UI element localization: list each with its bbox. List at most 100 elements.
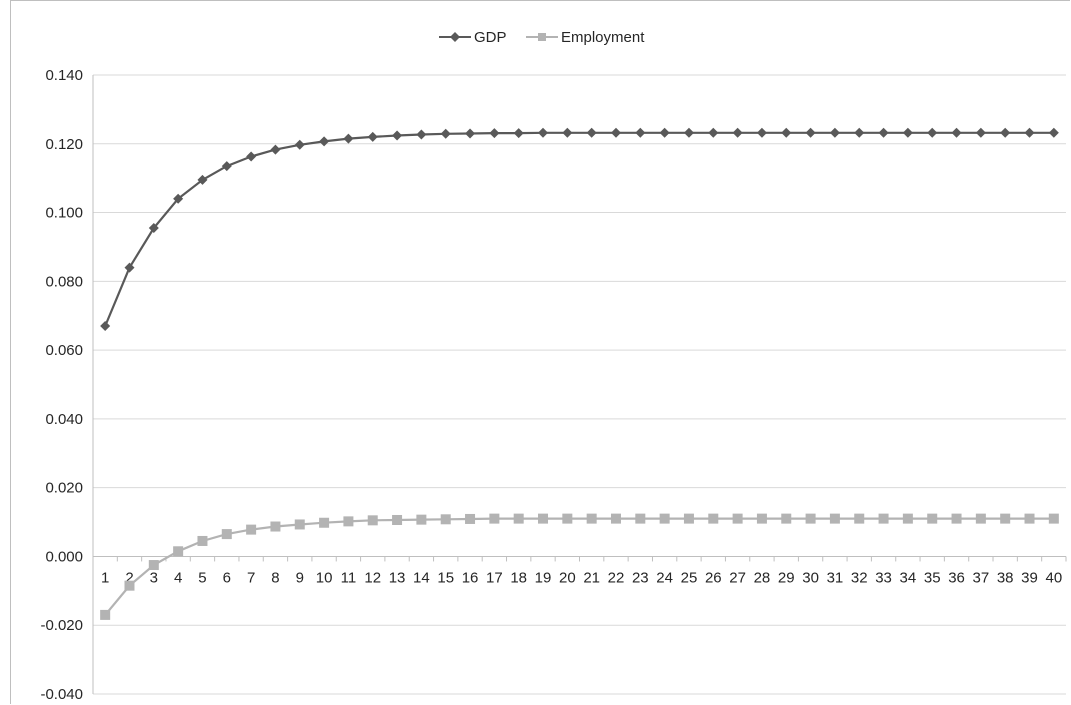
- x-tick-label: 13: [389, 569, 406, 586]
- series-lines: [100, 127, 1059, 620]
- data-point-gdp: [829, 127, 840, 138]
- x-tick-label: 12: [364, 569, 381, 586]
- data-point-employment: [635, 513, 646, 524]
- data-point-employment: [829, 513, 840, 524]
- data-point-employment: [732, 513, 743, 524]
- data-point-gdp: [975, 127, 986, 138]
- data-point-employment: [805, 513, 816, 524]
- data-point-gdp: [878, 127, 889, 138]
- y-tick-label: -0.040: [40, 686, 83, 703]
- data-point-gdp: [489, 128, 500, 139]
- x-tick-label: 11: [341, 569, 357, 586]
- data-point-gdp: [756, 127, 767, 138]
- x-tick-label: 26: [705, 569, 722, 586]
- x-tick-label: 14: [413, 569, 430, 586]
- data-point-gdp: [781, 127, 792, 138]
- legend-item-gdp: GDP: [439, 29, 507, 46]
- x-tick-label: 8: [271, 569, 279, 586]
- gridlines: [93, 74, 1066, 695]
- data-point-gdp: [708, 127, 719, 138]
- data-point-gdp: [367, 131, 378, 142]
- data-point-employment: [221, 529, 232, 540]
- data-point-employment: [586, 513, 597, 524]
- x-tick-label: 23: [632, 569, 649, 586]
- x-tick-label: 38: [997, 569, 1014, 586]
- y-tick-label: 0.080: [45, 273, 83, 290]
- data-point-gdp: [538, 127, 549, 138]
- series-line-gdp: [104, 131, 1054, 327]
- data-point-employment: [173, 546, 184, 557]
- x-tick-label: 35: [924, 569, 941, 586]
- data-point-gdp: [124, 262, 135, 273]
- data-point-employment: [1024, 513, 1035, 524]
- data-point-employment: [343, 516, 354, 527]
- series-line-employment: [104, 517, 1054, 616]
- x-tick-label: 37: [973, 569, 990, 586]
- x-tick-label: 2: [125, 569, 133, 586]
- x-tick-label: 1: [101, 569, 109, 586]
- data-point-employment: [124, 580, 135, 591]
- x-tick-label: 22: [608, 569, 625, 586]
- data-point-employment: [854, 513, 865, 524]
- x-tick-label: 17: [486, 569, 503, 586]
- x-tick-label: 28: [754, 569, 771, 586]
- x-tick-label: 7: [247, 569, 255, 586]
- legend-square-icon: [538, 33, 546, 41]
- x-tick-label: 5: [198, 569, 206, 586]
- y-tick-label: 0.000: [45, 548, 83, 565]
- data-point-employment: [197, 535, 208, 546]
- data-point-employment: [489, 513, 500, 524]
- data-point-employment: [683, 513, 694, 524]
- data-point-gdp: [635, 127, 646, 138]
- data-point-gdp: [586, 127, 597, 138]
- data-point-gdp: [100, 321, 111, 332]
- x-tick-label: 24: [656, 569, 673, 586]
- data-point-gdp: [197, 174, 208, 185]
- x-tick-label: 9: [296, 569, 304, 586]
- data-point-gdp: [173, 193, 184, 204]
- x-tick-label: 20: [559, 569, 576, 586]
- data-point-employment: [1048, 513, 1059, 524]
- data-point-gdp: [343, 133, 354, 144]
- data-point-gdp: [270, 144, 281, 155]
- data-point-gdp: [246, 151, 257, 162]
- x-tick-label: 10: [316, 569, 333, 586]
- line-chart: 0.140 0.120 0.100 0.080 0.060 0.040 0.020 0.000…: [40, 29, 1067, 703]
- data-point-gdp: [659, 127, 670, 138]
- x-tick-label: 27: [729, 569, 746, 586]
- x-tick-label: 15: [437, 569, 454, 586]
- data-point-gdp: [148, 223, 159, 234]
- x-tick-label: 33: [875, 569, 892, 586]
- data-point-employment: [465, 513, 476, 524]
- y-tick-label: -0.020: [40, 617, 83, 634]
- data-point-employment: [148, 560, 159, 571]
- x-tick-label: 19: [535, 569, 552, 586]
- data-point-gdp: [221, 161, 232, 172]
- data-point-gdp: [416, 129, 427, 140]
- y-tick-label: 0.020: [45, 480, 83, 497]
- axes: [92, 75, 1067, 694]
- data-point-gdp: [1048, 127, 1059, 138]
- x-tick-label: 29: [778, 569, 795, 586]
- x-tick-label: 40: [1045, 569, 1062, 586]
- x-tick-label: 39: [1021, 569, 1038, 586]
- x-tick-label: 30: [802, 569, 819, 586]
- x-tick-label: 25: [681, 569, 698, 586]
- data-point-employment: [367, 515, 378, 526]
- data-point-employment: [513, 513, 524, 524]
- data-point-gdp: [513, 128, 524, 139]
- data-point-gdp: [610, 127, 621, 138]
- data-point-gdp: [1000, 127, 1011, 138]
- chart-frame: 0.140 0.120 0.100 0.080 0.060 0.040 0.020 0.000…: [10, 0, 1070, 704]
- data-point-gdp: [805, 127, 816, 138]
- data-point-gdp: [562, 127, 573, 138]
- data-point-gdp: [854, 127, 865, 138]
- legend-label-gdp: GDP: [474, 29, 507, 46]
- data-point-employment: [538, 513, 549, 524]
- x-tick-label: 34: [900, 569, 917, 586]
- x-tick-labels: 1 2 3 4 5 6 7 8 9 10 11 12 13 14 15 16 17 18 19 20 21 22 23 24 2…: [101, 569, 1062, 586]
- data-point-gdp: [392, 130, 403, 141]
- y-tick-label: 0.140: [45, 67, 83, 84]
- legend-diamond-icon: [450, 32, 460, 42]
- data-point-employment: [927, 513, 938, 524]
